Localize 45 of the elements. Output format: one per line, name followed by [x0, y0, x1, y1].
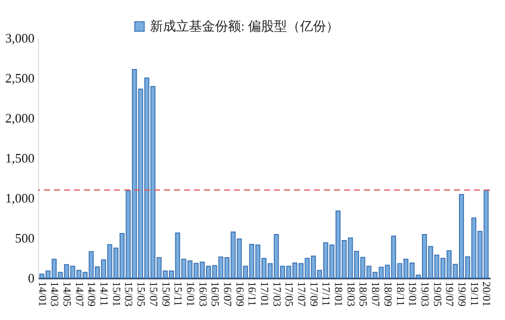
- x-tick-label: 16/11: [246, 282, 258, 306]
- x-tick-label: 14/03: [48, 282, 60, 308]
- x-tick-label: 18/11: [394, 282, 406, 306]
- x-tick-label: 14/09: [85, 282, 98, 308]
- y-tick-label: 1,500: [5, 150, 34, 166]
- x-tick-label: 15/01: [110, 282, 122, 307]
- x-tick-label: 16/05: [208, 282, 221, 308]
- x-tick-label: 18/05: [356, 282, 369, 308]
- y-tick-label: 2,500: [5, 70, 34, 86]
- x-tick-label: 18/01: [332, 282, 344, 307]
- x-tick-label: 15/07: [146, 282, 159, 308]
- x-tick-label: 16/09: [233, 282, 246, 308]
- x-tick-label: 16/01: [184, 282, 196, 307]
- x-tick-label: 19/09: [455, 282, 468, 308]
- y-tick-label: 0: [28, 270, 34, 286]
- x-tick-label: 15/05: [134, 282, 147, 308]
- x-tick-label: 19/07: [443, 282, 456, 308]
- x-tick-label: 16/03: [196, 282, 208, 308]
- x-tick-label: 17/03: [270, 282, 282, 308]
- y-tick-label: 2,000: [5, 110, 34, 126]
- x-tick-label: 14/11: [98, 282, 110, 306]
- x-tick-label: 17/09: [307, 282, 320, 308]
- x-tick-label: 17/07: [295, 282, 308, 308]
- x-tick-label: 15/11: [172, 282, 184, 306]
- x-tick-label: 18/07: [369, 282, 382, 308]
- x-tick-label: 20/01: [480, 282, 492, 307]
- x-tick-label: 14/01: [36, 282, 48, 307]
- y-tick-label: 3,000: [5, 30, 34, 46]
- x-tick-label: 19/11: [468, 282, 480, 306]
- x-tick-label: 19/03: [418, 282, 430, 308]
- x-tick-label: 19/05: [430, 282, 443, 308]
- x-tick-label: 14/07: [72, 282, 85, 308]
- x-tick-label: 19/01: [406, 282, 418, 307]
- x-tick-label: 15/03: [122, 282, 134, 308]
- x-tick-label: 18/09: [381, 282, 394, 308]
- y-tick-label: 500: [15, 230, 34, 246]
- x-tick-label: 14/05: [60, 282, 73, 308]
- x-tick-label: 16/07: [220, 282, 233, 308]
- x-tick-label: 17/05: [282, 282, 295, 308]
- x-tick-label: 18/03: [344, 282, 356, 308]
- x-tick-label: 17/11: [320, 282, 332, 306]
- x-tick-label: 17/01: [258, 282, 270, 307]
- y-tick-label: 1,000: [5, 190, 34, 206]
- legend-label: 新成立基金份额: 偏股型（亿份）: [150, 18, 339, 34]
- x-tick-label: 15/09: [159, 282, 172, 308]
